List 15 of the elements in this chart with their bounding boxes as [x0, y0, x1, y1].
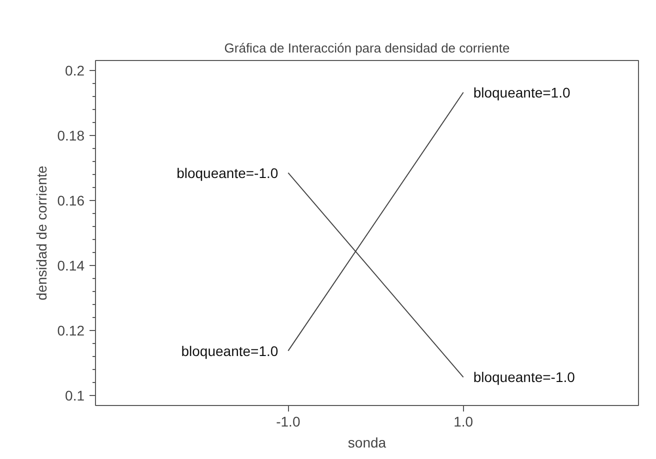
x-tick-label: -1.0 — [276, 414, 300, 430]
x-axis-title: sonda — [348, 434, 386, 450]
y-axis-title: densidad de corriente — [33, 165, 50, 300]
x-tick-label: 1.0 — [454, 414, 474, 430]
y-tick-label: 0.16 — [57, 192, 85, 208]
text: bloqueante=-1.0 — [473, 369, 575, 386]
y-tick-label: 0.18 — [57, 127, 85, 144]
chart-title: Gráfica de Interacción para densidad de corriente — [224, 40, 510, 56]
y-tick-label: 0.12 — [57, 322, 85, 339]
y-tick-label: 0.1 — [65, 388, 85, 404]
series-label: bloqueante=1.0 — [181, 342, 278, 359]
text: bloqueante=1.0 — [473, 84, 570, 100]
y-tick-label: 0.14 — [57, 258, 85, 274]
y-tick-label: 0.2 — [65, 62, 85, 78]
series-label: bloqueante=-1.0 — [176, 164, 278, 181]
